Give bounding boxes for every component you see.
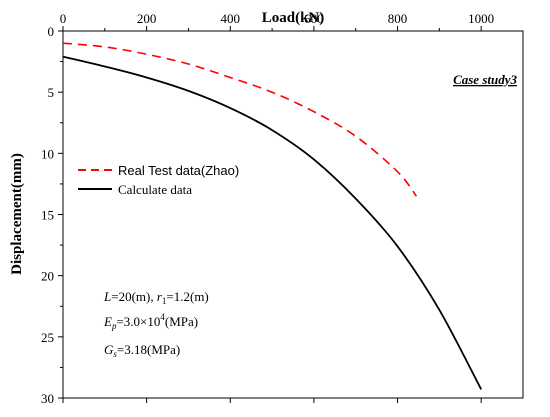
series-line-calculate-data — [62, 55, 482, 390]
y-tick-label-20: 20 — [41, 269, 54, 284]
x-tick-label-600: 600 — [304, 11, 324, 26]
series-line-real-test-data — [62, 42, 418, 197]
param-line-length-radius: L=20(m), r1=1.2(m) — [103, 289, 209, 306]
y-ticks: 0 5 10 15 20 25 30 — [41, 24, 63, 406]
y-tick-label-30: 30 — [41, 391, 54, 406]
y-tick-label-15: 15 — [41, 208, 54, 223]
y-axis-title: Displacement(mm) — [9, 153, 25, 275]
y-tick-label-10: 10 — [41, 146, 54, 161]
case-label: Case study3 — [453, 72, 517, 87]
series-group — [62, 42, 482, 390]
y-tick-label-0: 0 — [48, 24, 55, 39]
legend-label-calculate: Calculate data — [118, 182, 192, 197]
x-tick-label-200: 200 — [137, 11, 157, 26]
x-axis-title: Load(kN) — [262, 10, 325, 26]
x-tick-label-800: 800 — [388, 11, 408, 26]
x-ticks: 0 200 400 600 800 1000 — [60, 11, 494, 403]
param-line-shear: Gs=3.18(MPa) — [104, 342, 180, 359]
y-tick-label-5: 5 — [48, 85, 55, 100]
x-tick-label-0: 0 — [60, 11, 67, 26]
parameter-annotations: L=20(m), r1=1.2(m) Ep=3.0×104(MPa) Gs=3.… — [103, 289, 209, 359]
legend: Real Test data(Zhao) Calculate data — [78, 163, 239, 197]
x-tick-label-400: 400 — [221, 11, 241, 26]
legend-label-real-test: Real Test data(Zhao) — [118, 163, 239, 178]
x-tick-label-1000: 1000 — [468, 11, 494, 26]
param-line-modulus: Ep=3.0×104(MPa) — [103, 312, 198, 331]
y-tick-label-25: 25 — [41, 330, 54, 345]
